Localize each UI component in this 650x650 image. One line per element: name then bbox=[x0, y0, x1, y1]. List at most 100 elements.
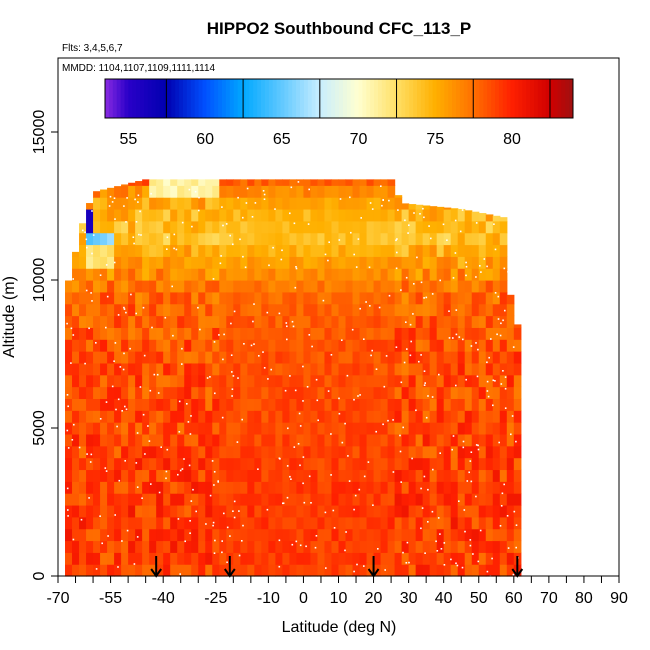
heat-cell bbox=[191, 244, 199, 257]
colorbar-swatch bbox=[553, 79, 558, 118]
heat-cell bbox=[149, 433, 157, 447]
measurement-point bbox=[284, 389, 287, 392]
heat-cell bbox=[135, 445, 143, 459]
heat-cell bbox=[415, 540, 424, 553]
measurement-point bbox=[217, 480, 219, 482]
heat-cell bbox=[359, 179, 368, 186]
heat-cell bbox=[506, 516, 515, 530]
heat-cell bbox=[93, 552, 101, 565]
heat-cell bbox=[394, 493, 403, 506]
measurement-point bbox=[67, 405, 69, 408]
measurement-point bbox=[86, 246, 88, 249]
colorbar-swatch bbox=[261, 79, 266, 118]
measurement-point bbox=[222, 358, 224, 361]
heat-cell bbox=[163, 339, 171, 352]
heat-cell bbox=[345, 280, 354, 293]
heat-cell bbox=[352, 185, 361, 198]
heat-cell bbox=[275, 422, 283, 435]
heat-cell bbox=[128, 457, 136, 471]
heat-cell bbox=[212, 220, 220, 234]
heat-cell bbox=[240, 528, 248, 542]
heat-cell bbox=[352, 220, 361, 234]
heat-cell bbox=[156, 362, 164, 376]
heat-cell bbox=[450, 327, 459, 340]
heat-cell bbox=[331, 493, 340, 506]
heat-cell bbox=[128, 220, 136, 234]
heat-cell bbox=[121, 220, 129, 234]
heat-cell bbox=[205, 445, 213, 459]
heat-cell bbox=[226, 493, 234, 506]
measurement-point bbox=[113, 197, 116, 199]
heat-cell bbox=[415, 244, 424, 257]
heat-cell bbox=[93, 191, 101, 198]
measurement-point bbox=[281, 249, 283, 252]
heat-cell bbox=[345, 445, 354, 459]
measurement-point bbox=[186, 403, 188, 405]
measurement-point bbox=[107, 535, 109, 537]
heat-cell bbox=[226, 504, 234, 518]
measurement-point bbox=[353, 398, 355, 401]
heat-cell bbox=[128, 268, 136, 281]
heat-cell bbox=[114, 552, 122, 565]
measurement-point bbox=[430, 237, 432, 240]
measurement-point bbox=[397, 209, 399, 211]
heat-cell bbox=[156, 445, 164, 459]
heat-cell bbox=[464, 244, 473, 257]
measurement-point bbox=[297, 443, 300, 445]
heat-cell bbox=[261, 339, 269, 352]
heat-cell bbox=[436, 433, 445, 447]
heat-cell bbox=[226, 220, 234, 234]
heat-cell bbox=[387, 220, 396, 234]
heat-cell bbox=[79, 244, 87, 257]
heat-cell bbox=[212, 481, 220, 494]
heat-cell bbox=[121, 564, 129, 577]
measurement-point bbox=[491, 557, 493, 560]
heat-cell bbox=[107, 504, 115, 518]
heat-cell bbox=[65, 280, 73, 293]
heat-cell bbox=[86, 280, 94, 293]
measurement-point bbox=[172, 334, 174, 337]
measurement-point bbox=[251, 216, 254, 218]
colorbar-swatch bbox=[167, 79, 172, 118]
heat-cell bbox=[499, 469, 508, 482]
heat-cell bbox=[163, 422, 171, 435]
heat-cell bbox=[352, 410, 361, 423]
heat-cell bbox=[212, 469, 220, 482]
measurement-point bbox=[372, 504, 374, 506]
measurement-point bbox=[243, 343, 245, 345]
heat-cell bbox=[380, 528, 389, 542]
heat-cell bbox=[226, 540, 234, 553]
heat-cell bbox=[513, 540, 522, 553]
measurement-point bbox=[241, 540, 243, 542]
heat-cell bbox=[429, 540, 438, 553]
heat-cell bbox=[72, 386, 80, 399]
heat-cell bbox=[100, 189, 108, 198]
heat-cell bbox=[275, 315, 283, 328]
measurement-point bbox=[274, 208, 276, 210]
heat-cell bbox=[268, 386, 276, 399]
heat-cell bbox=[79, 481, 87, 494]
heat-cell bbox=[387, 433, 396, 447]
heat-cell bbox=[506, 528, 515, 542]
measurement-point bbox=[116, 425, 118, 428]
heat-cell bbox=[394, 280, 403, 293]
colorbar-swatch bbox=[229, 79, 235, 118]
measurement-point bbox=[452, 435, 455, 437]
y-tick-label: 0 bbox=[31, 571, 48, 580]
heat-cell bbox=[499, 315, 508, 328]
heat-cell bbox=[492, 220, 501, 234]
heat-cell bbox=[464, 398, 473, 411]
heat-cell bbox=[289, 197, 298, 210]
heat-cell bbox=[485, 386, 494, 399]
heat-cell bbox=[324, 481, 333, 494]
heat-cell bbox=[359, 220, 368, 234]
heat-cell bbox=[149, 339, 157, 352]
heat-cell bbox=[478, 564, 487, 577]
heat-cell bbox=[65, 469, 73, 482]
heat-cell bbox=[303, 552, 312, 565]
measurement-point bbox=[423, 297, 425, 299]
heat-cell bbox=[170, 516, 178, 530]
heat-cell bbox=[65, 457, 73, 471]
heat-cell bbox=[359, 303, 368, 317]
heat-cell bbox=[401, 374, 410, 388]
